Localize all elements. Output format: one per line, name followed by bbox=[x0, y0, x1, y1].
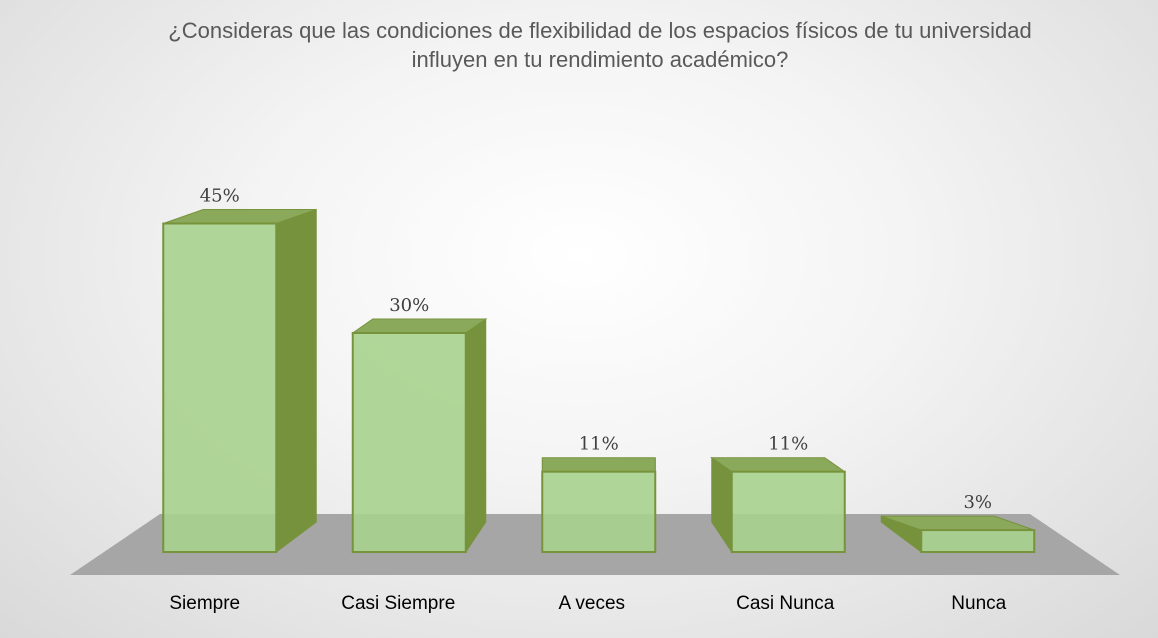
bar bbox=[351, 332, 467, 553]
bar bbox=[162, 222, 278, 553]
bar-side bbox=[275, 208, 317, 553]
value-label: 3% bbox=[963, 492, 992, 513]
value-label: 11% bbox=[579, 434, 619, 455]
value-label: 45% bbox=[200, 186, 240, 207]
bar bbox=[541, 470, 657, 554]
x-tick-label: Casi Nunca bbox=[736, 593, 835, 614]
value-label: 11% bbox=[768, 434, 808, 455]
bar-top bbox=[710, 457, 847, 473]
bar-top bbox=[351, 318, 488, 334]
x-tick-label: Casi Siempre bbox=[341, 593, 455, 614]
chart-title: ¿Consideras que las condiciones de flexi… bbox=[168, 18, 1032, 72]
x-tick-label: Siempre bbox=[169, 593, 240, 614]
value-label: 30% bbox=[389, 295, 429, 316]
bar-top bbox=[541, 457, 656, 473]
bar-side bbox=[465, 318, 487, 554]
x-tick-label: Nunca bbox=[951, 593, 1006, 614]
bar bbox=[730, 470, 846, 554]
bar bbox=[920, 529, 1036, 553]
x-tick-label: A veces bbox=[558, 593, 625, 614]
